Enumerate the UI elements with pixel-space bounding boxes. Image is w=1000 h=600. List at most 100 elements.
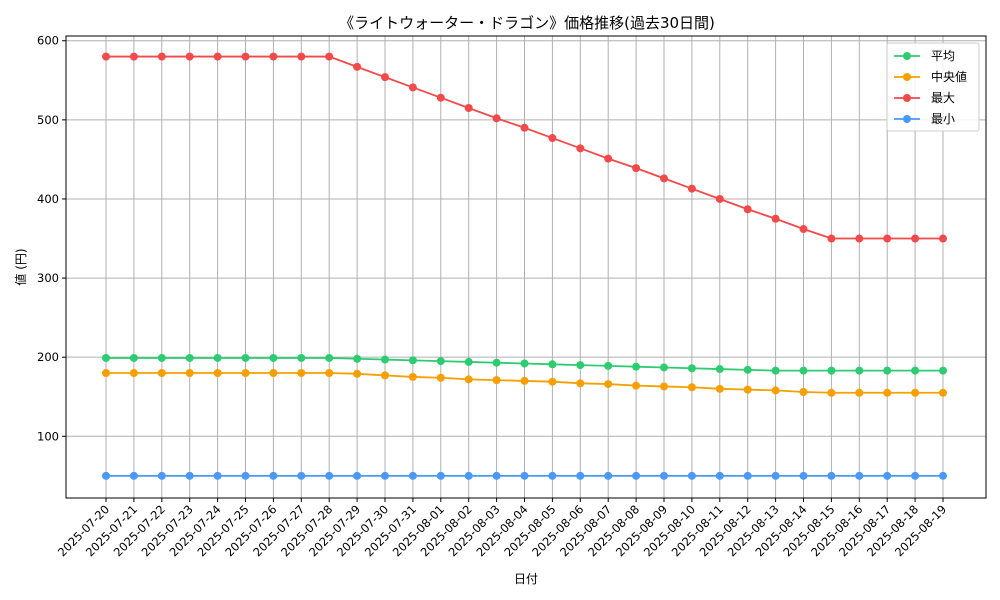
data-point	[241, 369, 250, 378]
data-point	[687, 471, 696, 480]
data-point	[771, 471, 780, 480]
data-point	[660, 174, 668, 183]
data-point	[297, 369, 306, 378]
plot-area	[65, 35, 987, 499]
data-point	[687, 364, 696, 373]
data-point	[548, 471, 557, 480]
data-point	[855, 234, 864, 243]
data-point	[492, 376, 501, 385]
data-point	[492, 358, 501, 367]
data-point	[771, 386, 780, 395]
data-point	[939, 388, 947, 397]
data-point	[185, 353, 194, 362]
data-point	[269, 369, 278, 378]
data-point	[102, 353, 110, 362]
x-axis-label: 日付	[514, 572, 538, 586]
y-tick-label: 100	[37, 429, 59, 443]
y-tick-label: 300	[37, 271, 59, 285]
data-point	[381, 471, 389, 480]
legend-label: 最小	[931, 112, 955, 126]
data-point	[492, 471, 501, 480]
data-point	[715, 365, 724, 374]
data-point	[353, 354, 362, 363]
data-point	[297, 52, 306, 61]
data-point	[381, 355, 389, 364]
data-point	[129, 471, 138, 480]
data-point	[157, 52, 166, 61]
data-point	[129, 52, 138, 61]
data-point	[939, 366, 947, 375]
data-point	[911, 234, 920, 243]
data-point	[715, 194, 724, 203]
data-point	[632, 164, 641, 173]
data-point	[464, 375, 473, 384]
legend-label: 最大	[931, 91, 955, 105]
data-point	[213, 369, 222, 378]
data-point	[297, 353, 306, 362]
data-point	[436, 373, 445, 382]
data-point	[632, 381, 641, 390]
data-point	[102, 369, 110, 378]
data-point	[157, 471, 166, 480]
data-point	[855, 366, 864, 375]
data-point	[129, 353, 138, 362]
y-axis-label: 値 (円)	[13, 248, 28, 285]
legend-label: 中央値	[931, 69, 967, 84]
data-point	[604, 154, 613, 163]
series-lines	[102, 52, 947, 480]
data-point	[520, 471, 529, 480]
legend-box	[886, 42, 980, 132]
data-point	[715, 384, 724, 393]
data-point	[129, 369, 138, 378]
data-point	[436, 93, 445, 102]
y-tick-label: 500	[37, 113, 59, 127]
data-point	[883, 471, 892, 480]
data-point	[827, 388, 836, 397]
data-point	[660, 471, 668, 480]
data-point	[883, 234, 892, 243]
data-point	[576, 379, 585, 388]
legend-label: 平均	[931, 49, 955, 63]
data-point	[911, 471, 920, 480]
data-point	[883, 388, 892, 397]
data-point	[325, 353, 334, 362]
data-point	[325, 471, 334, 480]
data-point	[687, 184, 696, 193]
data-point	[548, 377, 557, 386]
data-point	[269, 471, 278, 480]
data-point	[576, 361, 585, 370]
data-point	[353, 62, 362, 71]
data-point	[325, 369, 334, 378]
data-point	[715, 471, 724, 480]
data-point	[408, 372, 417, 381]
data-point	[325, 52, 334, 61]
data-point	[827, 366, 836, 375]
data-point	[576, 471, 585, 480]
data-point	[632, 362, 641, 371]
data-point	[381, 371, 389, 380]
data-point	[185, 369, 194, 378]
data-point	[548, 360, 557, 369]
data-point	[548, 134, 557, 143]
series-平均	[102, 353, 947, 375]
data-point	[799, 366, 808, 375]
y-tick-label: 400	[37, 192, 59, 206]
data-point	[102, 471, 110, 480]
data-point	[939, 234, 947, 243]
legend-item: 平均	[894, 49, 955, 63]
data-point	[464, 103, 473, 112]
data-point	[660, 382, 668, 391]
data-point	[827, 234, 836, 243]
data-point	[799, 225, 808, 234]
chart-title: 《ライトウォーター・ドラゴン》価格推移(過去30日間)	[339, 14, 715, 32]
series-中央値	[102, 369, 947, 397]
data-point	[241, 471, 250, 480]
data-point	[213, 353, 222, 362]
data-point	[743, 365, 752, 374]
data-point	[911, 366, 920, 375]
data-point	[883, 366, 892, 375]
data-point	[381, 73, 389, 82]
data-point	[408, 471, 417, 480]
data-point	[436, 357, 445, 366]
